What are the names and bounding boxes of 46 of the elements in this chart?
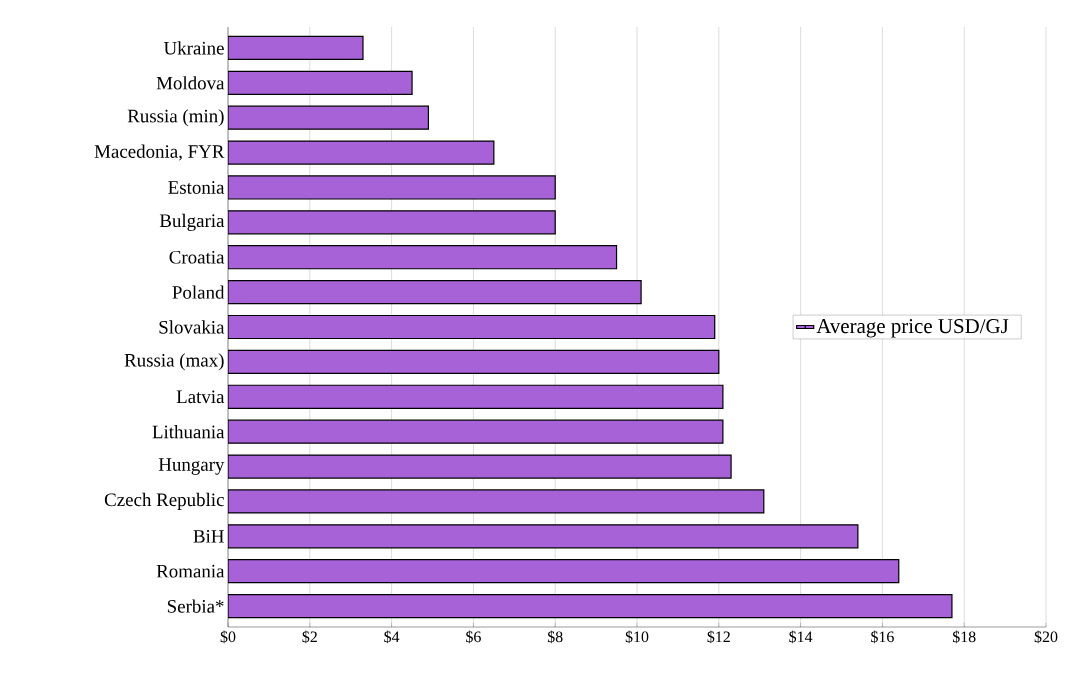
y-tick-label: Macedonia, FYR [94,144,225,161]
y-tick-label: Russia (max) [124,353,224,371]
x-tick-label: $20 [1034,630,1058,644]
bar [228,454,732,479]
x-tick-label: $10 [625,630,649,644]
bar [228,140,495,165]
bar [228,384,724,409]
y-tick-label: Slovakia [159,320,225,334]
bar [228,280,642,305]
x-tick-label: $18 [952,630,976,644]
y-tick-label: Estonia [168,181,225,194]
x-tick-label: $14 [789,630,813,644]
y-tick-label: Czech Republic [104,492,224,511]
bar [228,593,953,619]
x-tick-label: $12 [707,630,730,644]
y-tick-label: Ukraine [163,41,224,55]
x-tick-label: $2 [302,630,317,644]
bar [228,35,364,61]
x-tick-label: $4 [384,630,400,644]
bar [228,210,556,235]
y-tick-label: Latvia [176,390,225,404]
y-tick-label: Lithuania [152,425,225,439]
bar [228,419,724,444]
bar [228,314,716,340]
y-tick-label: Poland [172,285,225,299]
bar [228,175,556,200]
y-tick-label: Moldova [156,76,225,90]
bar [228,524,859,549]
y-tick-label: Hungary [158,458,225,475]
bar [228,70,413,95]
y-tick-label: Croatia [169,250,225,264]
bar [228,559,900,584]
legend-label: Average price USD/GJ [816,319,1009,338]
x-tick-label: $16 [871,630,894,644]
x-tick-label: $6 [466,630,481,644]
bar [228,489,765,514]
y-tick-label: Russia (min) [127,109,224,127]
bar [228,349,720,374]
bar [228,105,430,130]
y-tick-label: BiH [193,530,224,543]
y-tick-label: Bulgaria [159,213,225,231]
x-tick-label: $8 [547,630,563,644]
y-tick-label: Romania [156,564,225,578]
bar [228,245,618,270]
y-tick-label: Serbia* [167,599,224,613]
x-tick-label: $0 [220,630,236,644]
